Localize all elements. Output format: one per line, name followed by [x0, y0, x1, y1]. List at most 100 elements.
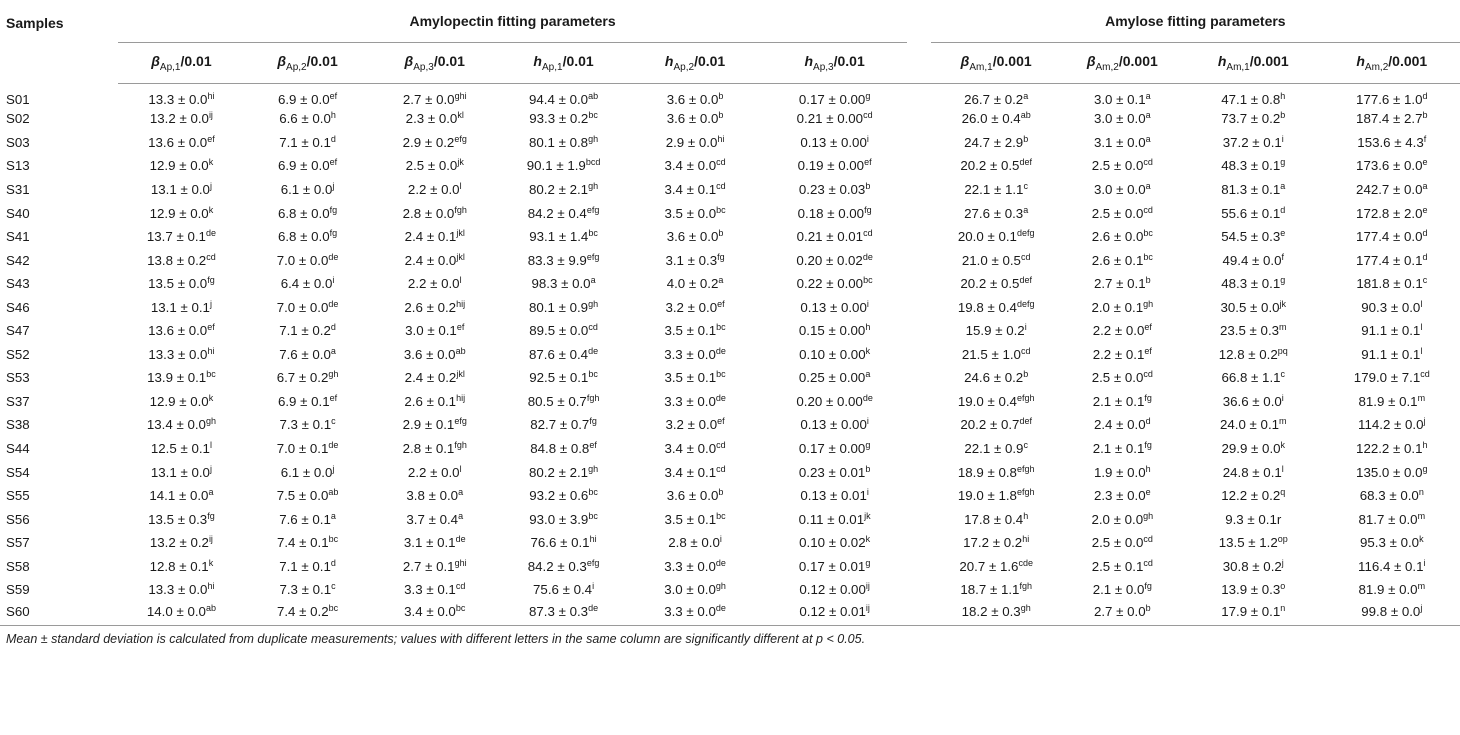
significance-letters: jkl	[456, 369, 465, 380]
table-cell: 3.0 ± 0.1ef	[370, 319, 499, 343]
table-row: S02 13.2 ± 0.0ij 6.6 ± 0.0h 2.3 ± 0.0kl 93.3…	[0, 107, 1460, 131]
sample-id: S01	[6, 91, 30, 107]
table-cell: 12.8 ± 0.1k	[118, 554, 245, 578]
table-cell: 2.2 ± 0.1ef	[1062, 343, 1183, 367]
cell-value: 7.6 ± 0.1	[279, 511, 331, 527]
cell-value: 7.5 ± 0.0	[276, 488, 329, 504]
cell-value: 37.2 ± 0.1	[1222, 134, 1282, 150]
cell-value: 3.1 ± 0.0	[1093, 134, 1146, 150]
table-cell: 13.1 ± 0.1j	[118, 295, 245, 319]
column-header-5: hAp,2/0.01	[627, 42, 763, 84]
significance-letters: d	[1422, 91, 1428, 102]
significance-letters: g	[1422, 463, 1428, 474]
cell-value: 7.1 ± 0.1	[279, 558, 331, 574]
significance-letters: k	[208, 204, 214, 215]
table-cell: 0.21 ± 0.00cd	[762, 107, 907, 131]
table-cell: 2.8 ± 0.0i	[628, 531, 762, 555]
table-cell: 3.0 ± 0.0a	[1062, 107, 1183, 131]
significance-letters: j	[1423, 416, 1426, 427]
significance-letters: cd	[1420, 369, 1430, 380]
table-cell: 173.6 ± 0.0e	[1324, 154, 1460, 178]
table-cell: 22.1 ± 0.9c	[931, 437, 1062, 461]
significance-letters: b	[1145, 602, 1151, 613]
significance-letters: cd	[455, 581, 466, 592]
table-cell: 80.1 ± 0.8gh	[499, 131, 628, 155]
cell-value: 55.6 ± 0.1	[1221, 205, 1281, 221]
table-cell: 172.8 ± 2.0e	[1324, 201, 1460, 225]
significance-letters: c	[1023, 180, 1028, 191]
significance-letters: de	[715, 602, 726, 613]
cell-value: 13.3 ± 0.0	[148, 346, 208, 362]
table-cell: 3.0 ± 0.0gh	[628, 578, 762, 602]
table-cell: 7.4 ± 0.1bc	[245, 531, 371, 555]
table-cell: 3.2 ± 0.0ef	[628, 413, 762, 437]
table-cell: 13.9 ± 0.1bc	[118, 366, 245, 390]
table-cell: 3.1 ± 0.1de	[370, 531, 499, 555]
cell-value: 13.3 ± 0.0	[148, 92, 208, 108]
cell-value: 93.2 ± 0.6	[529, 488, 589, 504]
cell-value: 2.2 ± 0.0	[407, 276, 460, 292]
table-cell: 91.1 ± 0.1l	[1324, 319, 1460, 343]
table-cell: 2.0 ± 0.1gh	[1062, 295, 1183, 319]
significance-letters: cd	[716, 439, 726, 450]
table-cell: 24.7 ± 2.9b	[931, 131, 1062, 155]
significance-letters: de	[715, 392, 726, 403]
table-row: S01 13.3 ± 0.0hi 6.9 ± 0.0ef 2.7 ± 0.0ghi 94…	[0, 84, 1460, 108]
table-cell: 13.9 ± 0.3o	[1183, 578, 1324, 602]
cell-value: 66.8 ± 1.1	[1221, 370, 1281, 386]
table-cell: 87.6 ± 0.4de	[499, 343, 628, 367]
table-row: S40 12.9 ± 0.0k 6.8 ± 0.0fg 2.8 ± 0.0fgh 84.…	[0, 201, 1460, 225]
sample-id: S13	[6, 158, 30, 174]
table-cell: 80.2 ± 2.1gh	[499, 460, 628, 484]
table-cell: 2.1 ± 0.1fg	[1062, 437, 1183, 461]
table-cell: 48.3 ± 0.1g	[1183, 272, 1324, 296]
significance-letters: b	[718, 228, 724, 239]
cell-value: 0.21 ± 0.00	[796, 111, 864, 127]
table-row: S59 13.3 ± 0.0hi 7.3 ± 0.1c 3.3 ± 0.1cd 75.6…	[0, 578, 1460, 602]
table-cell: 13.2 ± 0.2ij	[118, 531, 245, 555]
table-cell: 2.2 ± 0.0l	[370, 178, 499, 202]
sample-id: S47	[6, 323, 30, 339]
significance-letters: a	[1422, 180, 1428, 191]
significance-letters: efgh	[1016, 463, 1035, 474]
table-cell: 23.5 ± 0.3m	[1183, 319, 1324, 343]
significance-letters: h	[1422, 439, 1428, 450]
cell-value: 7.3 ± 0.1	[279, 582, 332, 598]
cell-value: 172.8 ± 2.0	[1356, 205, 1423, 221]
table-cell: 17.2 ± 0.2hi	[931, 531, 1062, 555]
table-cell: 177.4 ± 0.0d	[1324, 225, 1460, 249]
cell-value: 2.3 ± 0.0	[1093, 488, 1146, 504]
group-gap	[907, 295, 931, 319]
cell-value: 2.4 ± 0.2	[404, 370, 457, 386]
table-cell: 81.3 ± 0.1a	[1183, 178, 1324, 202]
table-cell: 13.5 ± 0.0fg	[118, 272, 245, 296]
cell-value: 3.4 ± 0.1	[664, 181, 717, 197]
table-cell: 84.8 ± 0.8ef	[499, 437, 628, 461]
cell-value: 7.4 ± 0.2	[276, 603, 329, 619]
cell-value: 13.5 ± 0.3	[148, 511, 208, 527]
sample-id: S02	[6, 111, 30, 127]
significance-letters: j	[209, 180, 212, 191]
significance-letters: de	[588, 602, 599, 613]
table-cell: 2.7 ± 0.0ghi	[370, 84, 499, 108]
significance-letters: cd	[1020, 345, 1031, 356]
significance-letters: fg	[329, 228, 338, 239]
table-cell: 9.3 ± 0.1r	[1183, 507, 1324, 531]
sample-id: S46	[6, 299, 30, 315]
cell-value: 80.2 ± 2.1	[529, 464, 589, 480]
significance-letters: a	[1023, 91, 1029, 102]
significance-letters: d	[1422, 228, 1428, 239]
cell-value: 48.3 ± 0.1	[1221, 158, 1281, 174]
significance-letters: ij	[208, 534, 213, 545]
significance-letters: ghi	[454, 557, 467, 568]
significance-letters: e	[1422, 204, 1428, 215]
cell-value: 0.20 ± 0.00	[796, 393, 863, 409]
significance-letters: i	[1281, 133, 1284, 144]
table-cell: 2.9 ± 0.2efg	[370, 131, 499, 155]
table-cell: 76.6 ± 0.1hi	[499, 531, 628, 555]
cell-value: 3.8 ± 0.0	[406, 488, 459, 504]
table-cell: 13.1 ± 0.0j	[118, 178, 245, 202]
cell-value: 36.6 ± 0.0	[1222, 393, 1282, 409]
significance-letters: de	[862, 251, 873, 262]
significance-letters: efgh	[1016, 487, 1035, 498]
